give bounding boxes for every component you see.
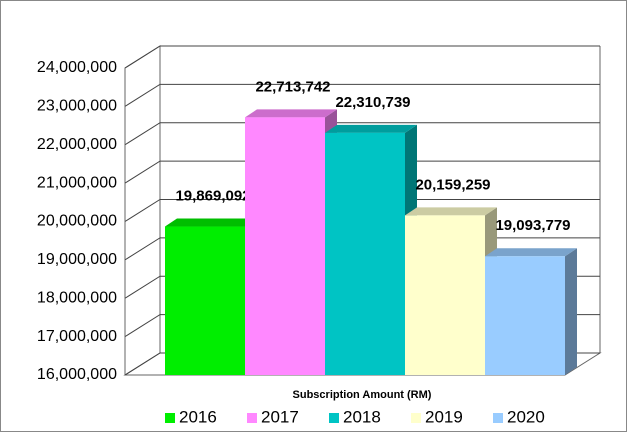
legend-label: 2018 bbox=[343, 407, 381, 426]
legend-swatch bbox=[493, 413, 503, 423]
grid-line bbox=[124, 199, 600, 222]
bar bbox=[325, 132, 405, 375]
bar bbox=[245, 117, 325, 375]
grid-line bbox=[124, 160, 600, 184]
x-axis-label: Subscription Amount (RM) bbox=[293, 389, 432, 401]
value-label: 19,093,779 bbox=[495, 217, 570, 234]
y-tick-label: 21,000,000 bbox=[37, 174, 117, 191]
legend-swatch bbox=[329, 413, 339, 423]
grid-line bbox=[124, 83, 600, 107]
legend-swatch bbox=[247, 413, 257, 423]
bar-top bbox=[325, 124, 417, 133]
legend-label: 2016 bbox=[179, 407, 217, 426]
bar-top bbox=[485, 248, 577, 257]
y-tick-label: 16,000,000 bbox=[37, 366, 117, 383]
bar-side bbox=[565, 248, 577, 375]
y-tick-label: 19,000,000 bbox=[37, 251, 117, 268]
y-tick-label: 20,000,000 bbox=[37, 213, 117, 230]
bar bbox=[485, 256, 565, 375]
value-label: 19,869,092 bbox=[175, 187, 250, 204]
y-tick-label: 22,000,000 bbox=[37, 136, 117, 153]
bar-top bbox=[405, 207, 497, 216]
value-label: 20,159,259 bbox=[415, 176, 490, 193]
value-label: 22,713,742 bbox=[255, 78, 330, 95]
y-tick-label: 23,000,000 bbox=[37, 98, 117, 115]
legend-label: 2017 bbox=[261, 407, 299, 426]
bar bbox=[165, 226, 245, 375]
y-tick-label: 24,000,000 bbox=[37, 59, 117, 76]
value-label: 22,310,739 bbox=[335, 94, 410, 111]
y-tick-label: 18,000,000 bbox=[37, 289, 117, 306]
legend-label: 2019 bbox=[425, 407, 463, 426]
bar-top bbox=[245, 109, 337, 118]
legend-swatch bbox=[411, 413, 421, 423]
grid-line bbox=[124, 122, 600, 146]
legend-label: 2020 bbox=[507, 407, 545, 426]
y-tick-label: 17,000,000 bbox=[37, 328, 117, 345]
bar-top bbox=[165, 218, 257, 227]
legend-swatch bbox=[165, 413, 175, 423]
bar bbox=[405, 215, 485, 375]
grid-line bbox=[124, 45, 600, 69]
